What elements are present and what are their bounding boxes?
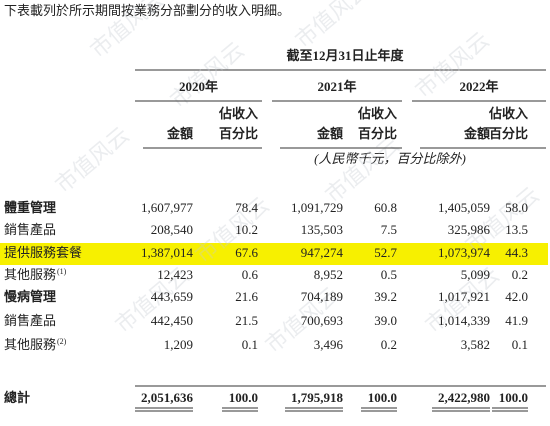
row-label: 銷售產品	[4, 222, 56, 237]
pct-header: 佔收入	[218, 106, 258, 121]
amount-header: 金額	[166, 126, 193, 141]
row-note: (1)	[57, 267, 67, 276]
row-note: (2)	[57, 337, 67, 346]
cell: 67.6	[235, 245, 258, 260]
cell: 0.5	[381, 267, 397, 282]
cell: 3,496	[314, 337, 344, 352]
cell: 52.7	[374, 245, 397, 260]
year-header: 2021年	[317, 79, 356, 94]
amount-header: 金額	[316, 126, 343, 141]
cell: 325,986	[448, 222, 491, 237]
cell: 42.0	[505, 289, 528, 304]
cell: 10.2	[235, 222, 258, 237]
total-cell: 2,051,636	[141, 390, 194, 405]
year-header: 2022年	[459, 79, 498, 94]
cell: 21.6	[235, 289, 258, 304]
pct-header: 佔收入	[488, 106, 528, 121]
cell: 78.4	[235, 200, 258, 215]
cell: 41.9	[505, 313, 528, 328]
highlight-band	[0, 243, 548, 265]
row-label: 其他服務	[4, 337, 56, 352]
cell: 208,540	[151, 222, 193, 237]
cell: 443,659	[151, 289, 193, 304]
cell: 12,423	[157, 267, 193, 282]
cell: 21.5	[235, 313, 258, 328]
row-label: 銷售產品	[4, 313, 56, 328]
row-label: 慢病管理	[4, 289, 56, 304]
cell: 1,017,921	[438, 289, 490, 304]
intro-text: 下表載列於所示期間按業務分部劃分的收入明細。	[4, 3, 290, 18]
cell: 1,091,729	[291, 200, 343, 215]
cell: 39.2	[374, 289, 397, 304]
watermark: 市值风云	[320, 132, 403, 208]
unit-note: (人民幣千元，百分比除外)	[314, 151, 466, 166]
total-label: 總計	[4, 390, 30, 405]
cell: 0.6	[242, 267, 259, 282]
total-cell: 2,422,980	[438, 390, 490, 405]
total-cell: 100.0	[499, 390, 528, 405]
pct-header: 百分比	[219, 126, 258, 141]
row-label: 其他服務	[4, 267, 56, 282]
cell: 0.2	[512, 267, 528, 282]
cell: 13.5	[505, 222, 528, 237]
cell: 135,503	[301, 222, 343, 237]
cell: 0.1	[242, 337, 258, 352]
cell: 1,014,339	[438, 313, 490, 328]
row-label: 提供服務套餐	[4, 245, 82, 260]
cell: 60.8	[374, 200, 397, 215]
watermark: 市值风云	[50, 122, 133, 198]
cell: 44.3	[505, 245, 528, 260]
pct-header: 百分比	[358, 126, 397, 141]
cell: 39.0	[374, 313, 397, 328]
amount-header: 金額	[463, 126, 490, 141]
period-header: 截至12月31日止年度	[286, 48, 404, 63]
cell: 3,582	[461, 337, 490, 352]
cell: 1,405,059	[438, 200, 490, 215]
watermark: 市值风云	[290, 0, 373, 53]
total-cell: 100.0	[229, 390, 258, 405]
cell: 704,189	[301, 289, 343, 304]
cell: 1,073,974	[438, 245, 491, 260]
cell: 0.2	[381, 337, 397, 352]
total-cell: 1,795,918	[291, 390, 344, 405]
pct-header: 佔收入	[357, 106, 397, 121]
cell: 7.5	[381, 222, 397, 237]
cell: 58.0	[505, 200, 528, 215]
cell: 1,209	[164, 337, 193, 352]
cell: 0.1	[512, 337, 528, 352]
year-header: 2020年	[179, 79, 218, 94]
cell: 5,099	[461, 267, 490, 282]
pct-header: 百分比	[489, 126, 528, 141]
row-label: 體重管理	[4, 200, 56, 215]
cell: 1,607,977	[141, 200, 194, 215]
cell: 442,450	[151, 313, 193, 328]
cell: 947,274	[301, 245, 344, 260]
cell: 700,693	[301, 313, 343, 328]
cell: 1,387,014	[141, 245, 194, 260]
total-cell: 100.0	[368, 390, 397, 405]
cell: 8,952	[314, 267, 343, 282]
